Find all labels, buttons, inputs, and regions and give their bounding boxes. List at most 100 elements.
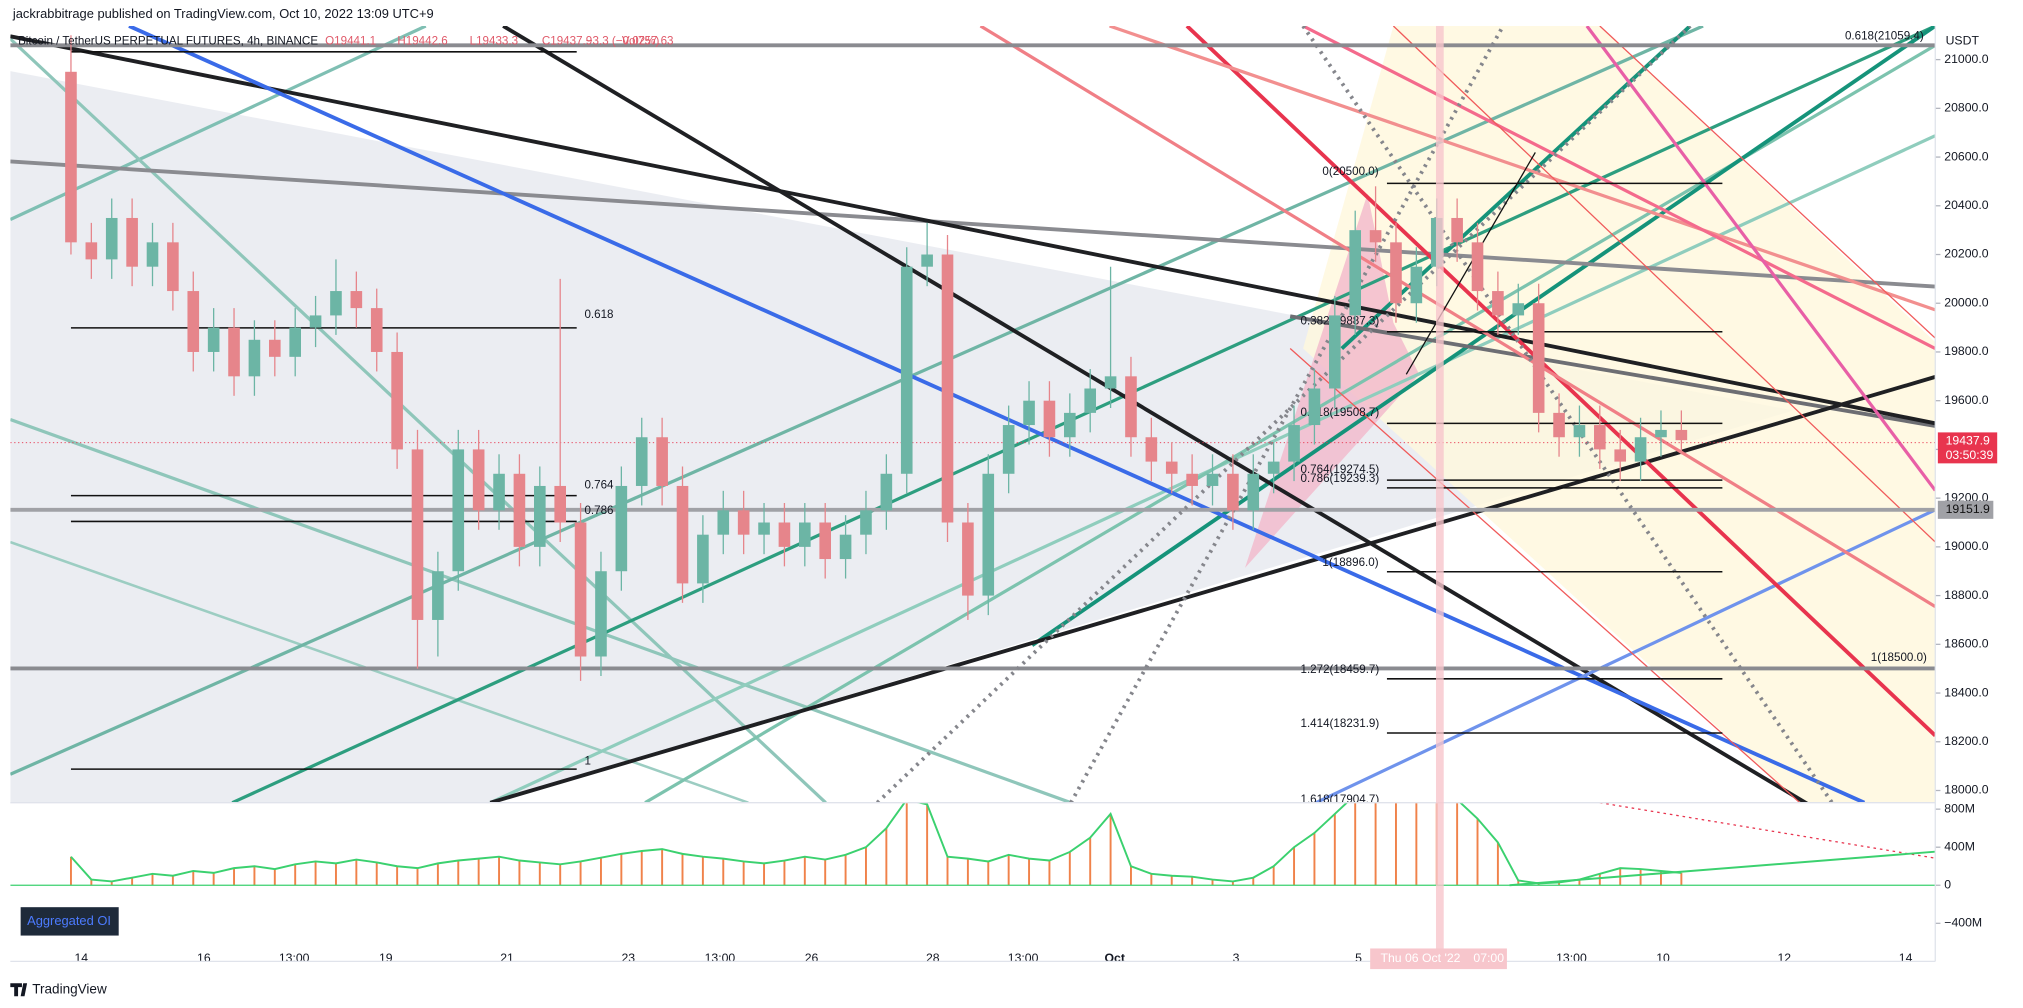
level-tag	[1937, 500, 1994, 519]
x-tick-label: 19	[379, 951, 393, 965]
candle-body	[1186, 473, 1198, 486]
candle-body	[1002, 425, 1015, 474]
oi-y-tick-label: −400M	[1944, 916, 1982, 930]
candle-body	[962, 522, 974, 596]
candle-body	[758, 522, 770, 535]
candle-body	[839, 534, 852, 560]
candle-body	[900, 266, 913, 474]
ohlc-legend-item: Vol757.63	[622, 35, 674, 48]
candle-body	[880, 473, 893, 511]
last-price: 19437.9	[1946, 434, 1990, 448]
candle-body	[1512, 303, 1525, 316]
x-tick-label: 10	[1656, 951, 1670, 965]
candle-body	[1288, 425, 1300, 462]
trend-line	[1302, 25, 1936, 350]
x-tick-label: 13:00	[1008, 951, 1039, 965]
candle-body	[269, 339, 281, 357]
fib-label: 0.764(19274.5)	[1301, 463, 1380, 476]
candle-body	[1573, 425, 1586, 438]
ohlc-legend-item: −3.3 (−0.02%)	[586, 35, 660, 48]
oi-line	[70, 802, 1682, 885]
fib-label: 0.618(21059.4)	[1845, 29, 1924, 42]
candle-body	[1451, 217, 1463, 243]
candle-body	[1043, 400, 1056, 438]
candle-body	[615, 485, 628, 572]
candle-body	[799, 522, 811, 547]
crosshair-highlight	[1435, 25, 1444, 962]
candle-body	[941, 254, 954, 523]
candle-body	[1329, 315, 1341, 389]
candle-body	[391, 351, 403, 450]
trend-line	[10, 25, 1704, 776]
candle-body	[330, 291, 342, 316]
candle-body	[1064, 412, 1076, 438]
y-tick-label: 18400.0	[1944, 685, 1988, 699]
x-tick-label: 23	[621, 951, 635, 965]
x-tick-label: 21	[500, 951, 514, 965]
candle-body	[85, 242, 98, 260]
fib-label: 0.764	[584, 478, 614, 491]
y-tick-label: 19800.0	[1944, 344, 1988, 358]
candle-body	[1349, 230, 1362, 316]
dotted-line	[1301, 25, 1834, 803]
candle-body	[1614, 449, 1627, 462]
crosshair-date-tag	[1370, 948, 1507, 970]
candle-body	[472, 449, 485, 511]
candle-body	[1247, 473, 1260, 511]
x-tick-label: 5	[1355, 951, 1362, 965]
candle-body	[146, 242, 159, 267]
fib-label: 0.618	[584, 308, 613, 321]
trend-line	[1031, 25, 1936, 647]
x-tick-label: 14	[74, 951, 88, 965]
candle-body	[1655, 429, 1667, 438]
trend-line	[489, 375, 1936, 803]
candle-body	[1553, 412, 1565, 438]
level-price: 19151.9	[1946, 502, 1990, 516]
candle-body	[1104, 376, 1117, 389]
oi-y-tick-label: 800M	[1944, 801, 1975, 815]
candle-body	[105, 217, 118, 260]
y-tick-label: 20400.0	[1944, 198, 1988, 212]
candle-body	[1492, 291, 1504, 316]
y-tick-label: 18800.0	[1944, 588, 1988, 602]
candle-body	[289, 327, 301, 357]
thin-line	[1405, 152, 1536, 375]
symbol-title: Bitcoin / TetherUS PERPETUAL FUTURES, 4h…	[18, 35, 318, 48]
candle-body	[370, 308, 383, 352]
candle-body	[1023, 400, 1035, 426]
trend-line	[128, 25, 1866, 803]
oi-y-tick-label: 0	[1944, 877, 1951, 891]
fib-label: 1.618(17904.7)	[1301, 793, 1380, 806]
candle-body	[1369, 230, 1382, 243]
trend-line	[1585, 25, 1936, 492]
trend-line	[10, 25, 427, 221]
oi-y-tick-label: 400M	[1944, 839, 1975, 853]
oi-trend	[1509, 850, 1936, 887]
candle-body	[697, 534, 709, 584]
dotted-line	[875, 25, 1692, 803]
oi-trend	[1599, 802, 1936, 859]
candle-body	[65, 71, 77, 243]
candle-body	[1410, 266, 1423, 304]
x-tick-label: 12	[1777, 951, 1791, 965]
x-tick-label: 3	[1233, 951, 1240, 965]
candle-body	[1390, 242, 1402, 304]
candle-body	[432, 571, 444, 620]
candle-body	[350, 291, 363, 309]
candle-body	[248, 339, 261, 377]
candle-body	[187, 291, 200, 352]
candle-body	[1084, 388, 1097, 413]
x-tick-label: 16	[197, 951, 211, 965]
y-tick-label: 19000.0	[1944, 539, 1988, 553]
fib-label: 1(18896.0)	[1322, 556, 1378, 569]
x-tick-label: 28	[926, 951, 940, 965]
publish-header: jackrabbitrage published on TradingView.…	[12, 6, 434, 21]
candle-body	[1471, 242, 1484, 292]
y-tick-label: 20600.0	[1944, 149, 1988, 163]
candle-body	[554, 485, 567, 523]
trend-line	[231, 25, 1936, 803]
candle-body	[1308, 388, 1321, 426]
candle-body	[309, 315, 322, 328]
trend-line	[1392, 25, 1936, 543]
candle-body	[717, 510, 730, 535]
